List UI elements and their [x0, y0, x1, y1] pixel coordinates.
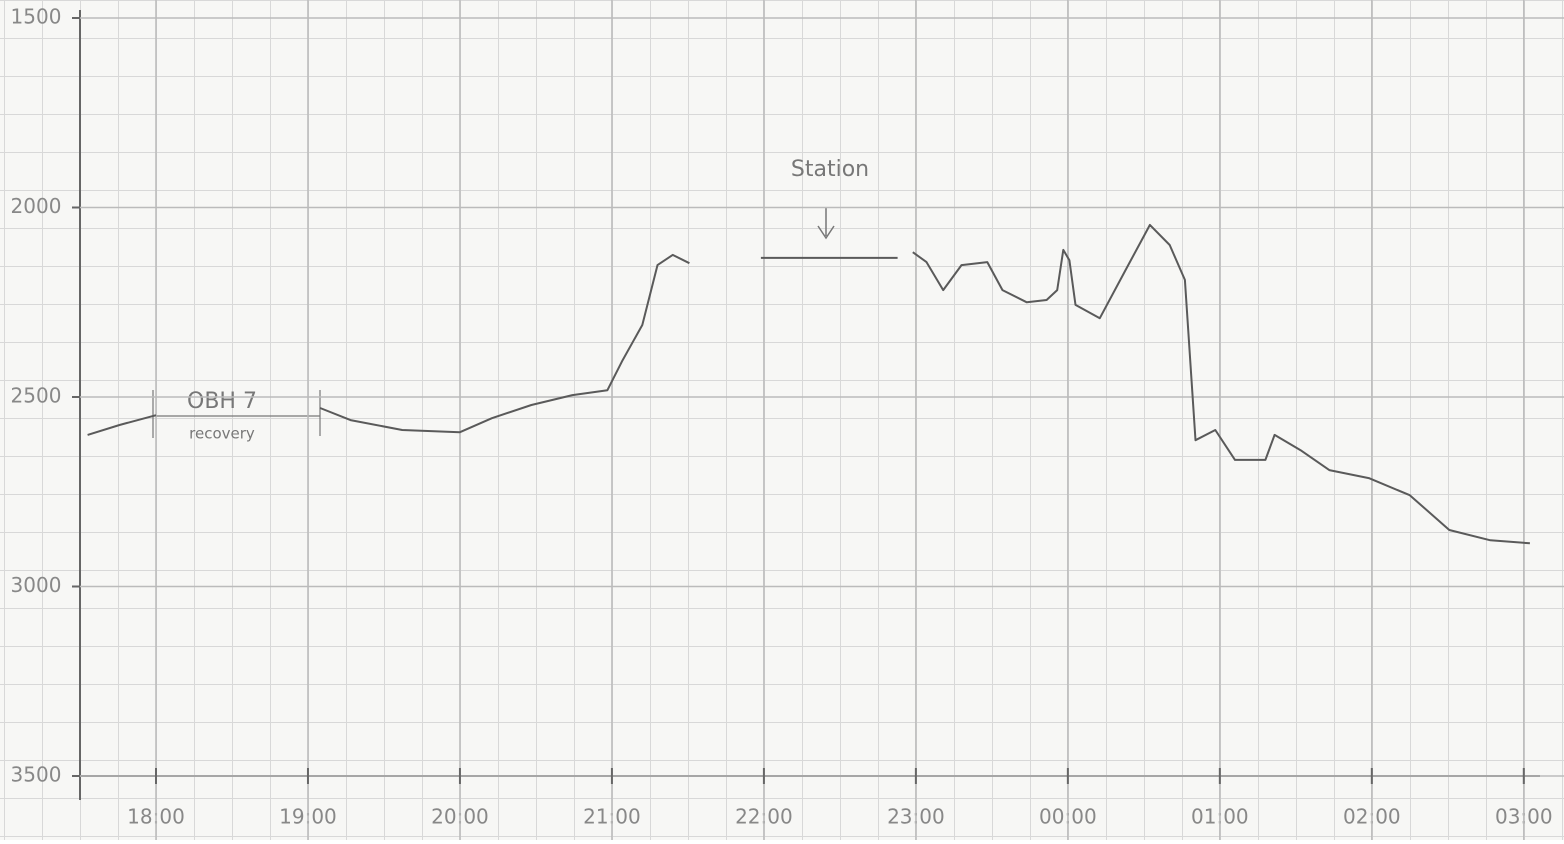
y-tick-label: 3000	[11, 573, 62, 597]
annotation: Station	[791, 157, 869, 182]
depth-line	[87, 223, 1530, 545]
y-tick-label: 2000	[11, 194, 62, 218]
y-tick-label: 1500	[11, 5, 62, 29]
arrow	[817, 208, 835, 240]
annotation: OBH 7	[187, 389, 257, 414]
y-tick-label: 2500	[11, 384, 62, 408]
y-tick-label: 3500	[11, 763, 62, 787]
annotation: recovery	[189, 425, 255, 443]
